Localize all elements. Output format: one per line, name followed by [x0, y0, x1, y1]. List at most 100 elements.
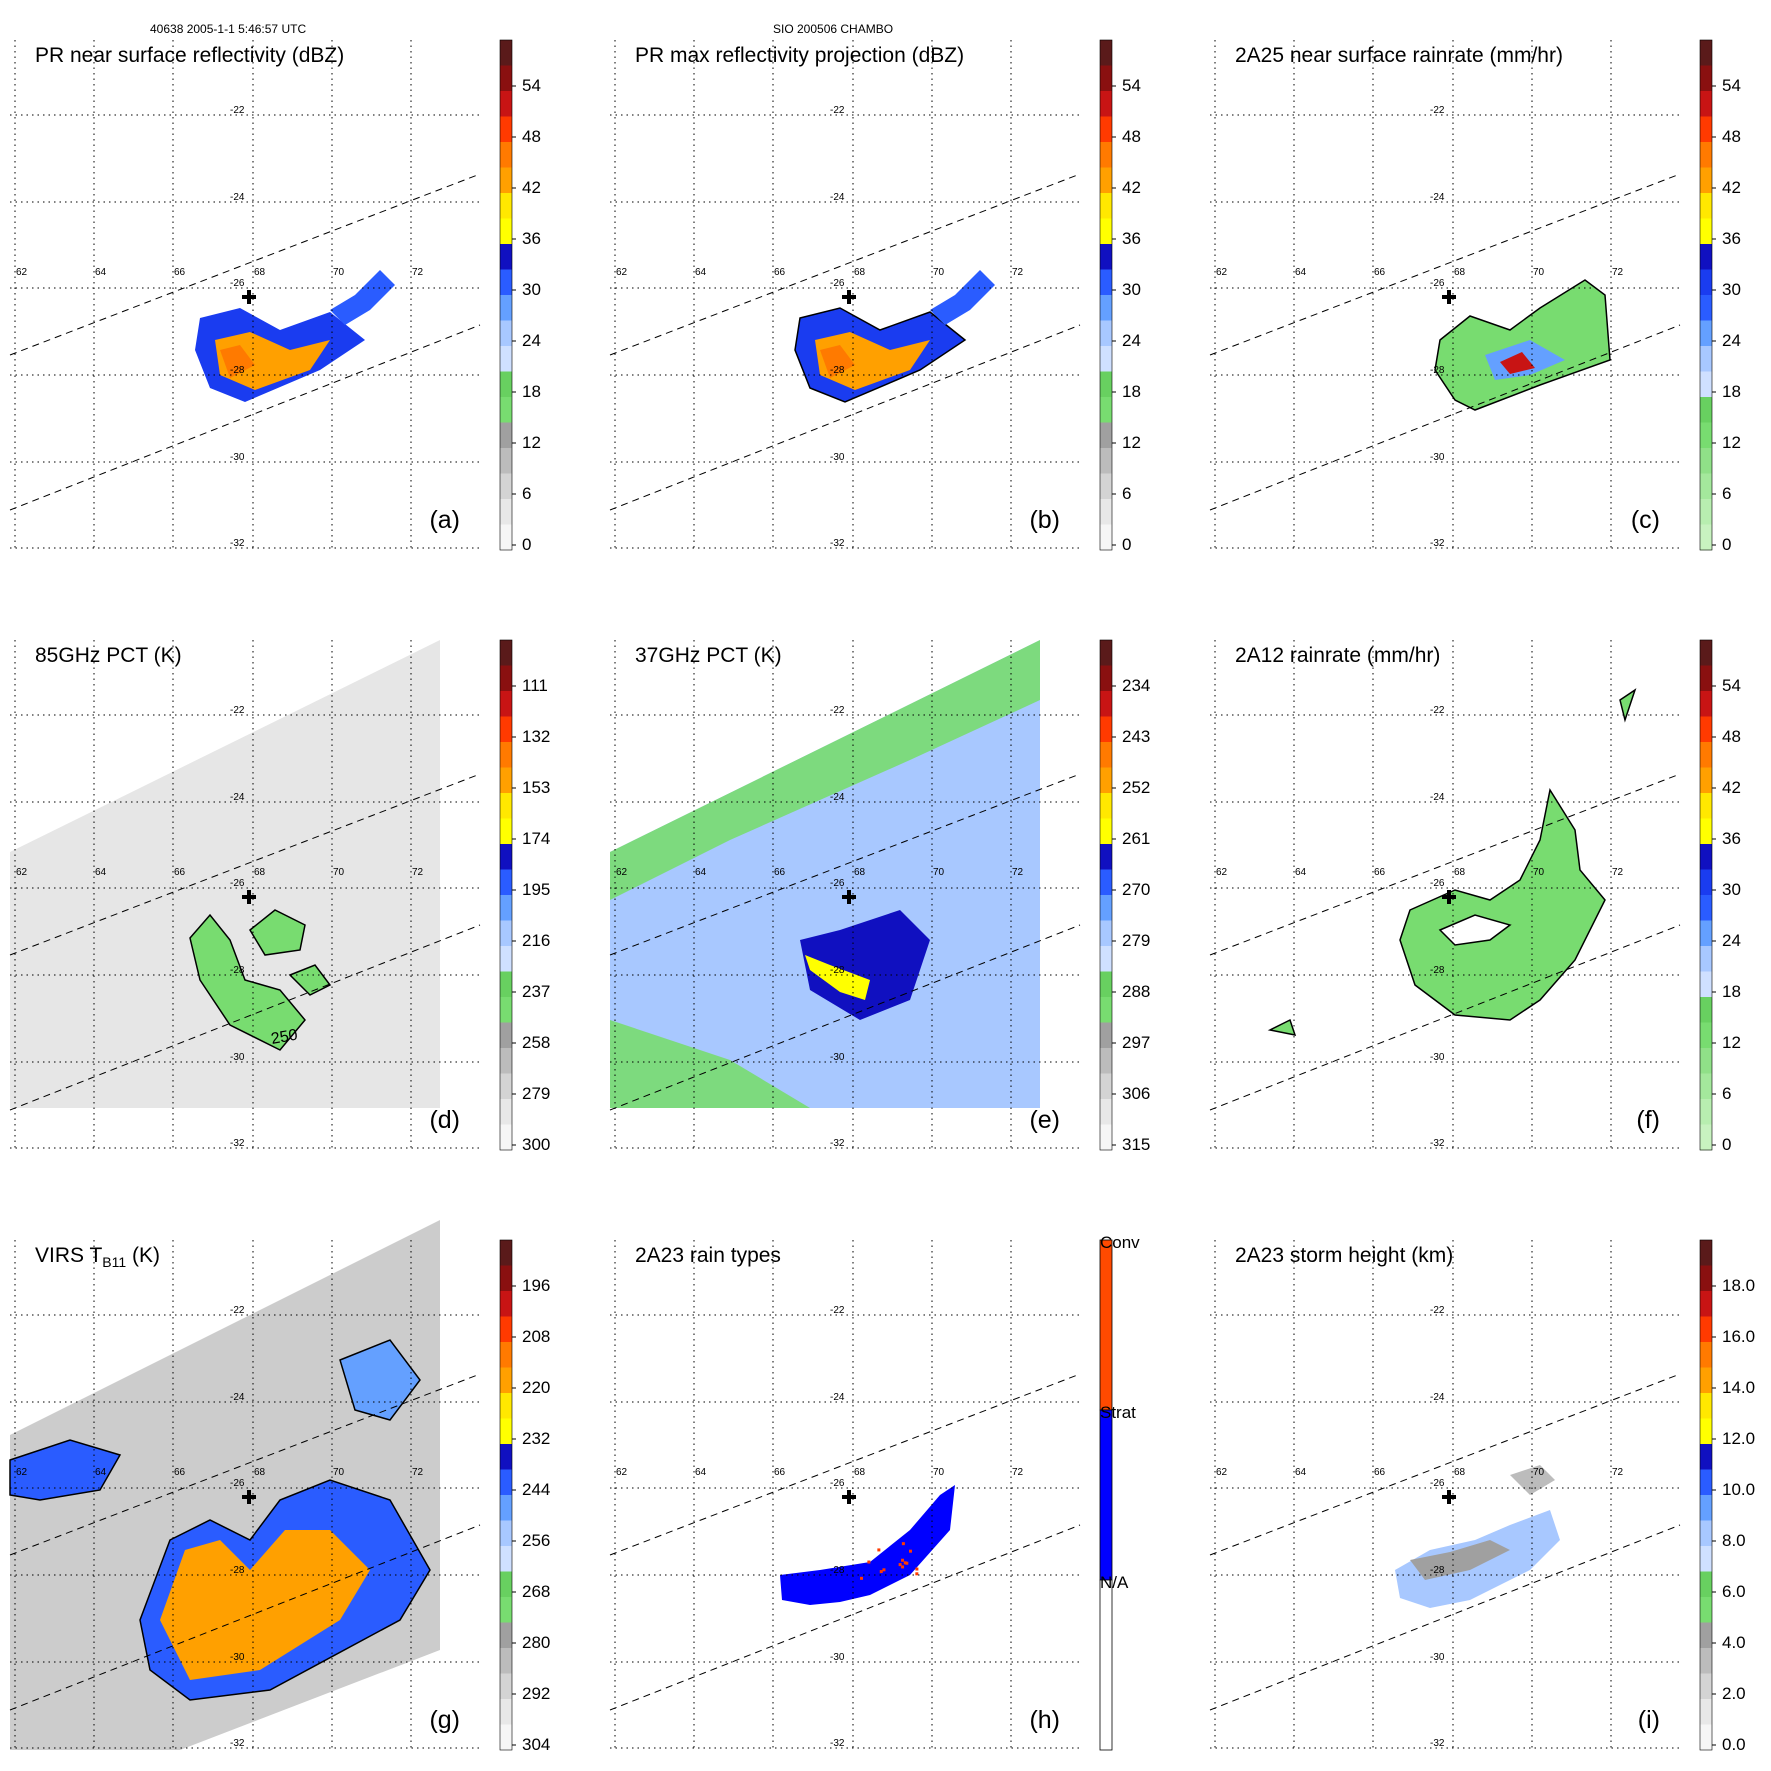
- swath-edges: [9, 773, 481, 1111]
- colorbar-swatch: [500, 422, 512, 449]
- colorbar-swatch: [1100, 946, 1112, 972]
- colorbar-swatch: [500, 499, 512, 525]
- lat-label: -30: [830, 452, 845, 463]
- colorbar-swatch: [500, 793, 512, 819]
- panel-a: PR near surface reflectivity (dBZ) (a) 62 6…: [9, 39, 541, 554]
- colorbar-swatch: [1700, 1418, 1712, 1445]
- lat-lon-grid: [1210, 640, 1680, 1150]
- colorbar-tick-label: 220: [522, 1378, 550, 1397]
- colorbar-frame: [499, 639, 513, 1151]
- colorbar-tick-label: 208: [522, 1327, 550, 1346]
- lat-label: -26: [830, 1478, 845, 1489]
- panel-title: 2A12 rainrate (mm/hr): [1235, 644, 1441, 667]
- colorbar-swatch: [1100, 793, 1112, 819]
- colorbar-tick-label: 24: [1722, 331, 1741, 350]
- outer-band-north: [339, 1339, 421, 1421]
- colorbar-swatch: [1100, 371, 1112, 398]
- colorbar-swatch: [1100, 142, 1112, 168]
- map-content: [10, 640, 440, 1108]
- colorbar-swatch: [500, 665, 512, 692]
- lon-label: 64: [95, 267, 107, 278]
- colorbar-swatch: [1100, 346, 1112, 372]
- colorbar-tick-label: 0: [522, 535, 531, 554]
- colorbar-swatch: [500, 1393, 512, 1419]
- swath-edges: [1209, 173, 1681, 511]
- colorbar-swatch: [1100, 818, 1112, 845]
- lat-label: -24: [830, 192, 845, 203]
- panel-title: VIRS TB11 (K): [35, 1244, 160, 1271]
- convective-pixel: [898, 1563, 902, 1567]
- lat-label: -26: [1430, 278, 1445, 289]
- lon-label: 68: [1454, 267, 1466, 278]
- lon-label: 64: [95, 867, 107, 878]
- lat-label: -24: [230, 192, 245, 203]
- contour-label-250: 250: [270, 1027, 299, 1048]
- lon-label: 64: [695, 267, 707, 278]
- colorbar-swatch: [1100, 448, 1112, 474]
- lon-label: 66: [1374, 1467, 1386, 1478]
- colorbar-swatch: [500, 716, 512, 743]
- colorbar-swatch: [1700, 1699, 1712, 1725]
- colorbar-swatch: [1100, 116, 1112, 143]
- colorbar-swatch: [500, 1597, 512, 1623]
- lat-lon-grid: [10, 640, 480, 1150]
- colorbar-swatch: [1700, 1469, 1712, 1496]
- lon-label: 68: [854, 267, 866, 278]
- colorbar-tick-label: 292: [522, 1684, 550, 1703]
- colorbar-tick-label: 0: [1722, 1135, 1731, 1154]
- lat-label: -28: [830, 965, 845, 976]
- colorbar-tick-label: 6: [1722, 1084, 1731, 1103]
- lon-label: 66: [1374, 267, 1386, 278]
- colorbar-swatch: [1700, 818, 1712, 845]
- colorbar-svg: 18.0 16.0 14.0 12.0 10.0 8.0 6.0 4.0 2.0 0.0: [1699, 1239, 1755, 1754]
- lon-label: 68: [854, 867, 866, 878]
- colorbar-tick-label: 24: [1722, 931, 1741, 950]
- colorbar-swatch: [500, 1265, 512, 1292]
- lower-tops: [1410, 1540, 1510, 1580]
- colorbar-swatch: [1700, 422, 1712, 449]
- colorbar-swatch: [1700, 1648, 1712, 1674]
- colorbar-swatch: [1700, 1673, 1712, 1700]
- storm-center-cross: [1442, 890, 1456, 904]
- panel-g: VIRS TB11 (K) (g) 62 64 66 68 70 72 -22 -24 -26 -28…: [9, 1220, 550, 1754]
- colorbar-tick-label: 258: [522, 1033, 550, 1052]
- colorbar-swatch: [1100, 1022, 1112, 1049]
- swath-edges: [9, 173, 481, 511]
- convective-pixel: [903, 1561, 907, 1565]
- lat-label: -28: [1430, 965, 1445, 976]
- colorbar-swatch: [1700, 65, 1712, 92]
- swath-edge-south: [609, 1524, 1081, 1711]
- colorbar-swatch: [500, 1622, 512, 1649]
- colorbar-tick-label: 18: [1722, 982, 1741, 1001]
- colorbar-swatch: [1700, 895, 1712, 921]
- lon-label: 72: [1012, 867, 1024, 878]
- colorbar-swatch: [1100, 997, 1112, 1023]
- colorbar-tick-label: 288: [1122, 982, 1150, 1001]
- swath-edges: [609, 173, 1081, 511]
- colorbar-swatch: [500, 946, 512, 972]
- colorbar-tick-label: 270: [1122, 880, 1150, 899]
- colorbar-frame: [1699, 1239, 1713, 1751]
- lat-label: -30: [1430, 1652, 1445, 1663]
- panel-letter-label: (d): [429, 1106, 460, 1134]
- colorbar-swatch: [500, 997, 512, 1023]
- lat-label: -24: [230, 1392, 245, 1403]
- colorbar-tick-label: 216: [522, 931, 550, 950]
- colorbar-swatch: [500, 844, 512, 870]
- colorbar-swatch: [1100, 397, 1112, 423]
- lon-label: 72: [412, 867, 424, 878]
- colorbar-swatch: [500, 116, 512, 143]
- lon-label: 66: [774, 1467, 786, 1478]
- colorbar-tick-label: 12: [1122, 433, 1141, 452]
- lon-label: 62: [16, 267, 28, 278]
- swath-edge-north: [1209, 173, 1681, 356]
- storm-center-cross: [842, 890, 856, 904]
- lon-label: 70: [1533, 867, 1545, 878]
- colorbar-tick-label: 315: [1122, 1135, 1150, 1154]
- colorbar-swatch: [1700, 448, 1712, 474]
- colorbar-swatch: [500, 448, 512, 474]
- lon-label: 72: [1012, 1467, 1024, 1478]
- colorbar-swatch: [1100, 742, 1112, 768]
- colorbar-swatch: [500, 40, 512, 66]
- colorbar-swatch: [1100, 971, 1112, 998]
